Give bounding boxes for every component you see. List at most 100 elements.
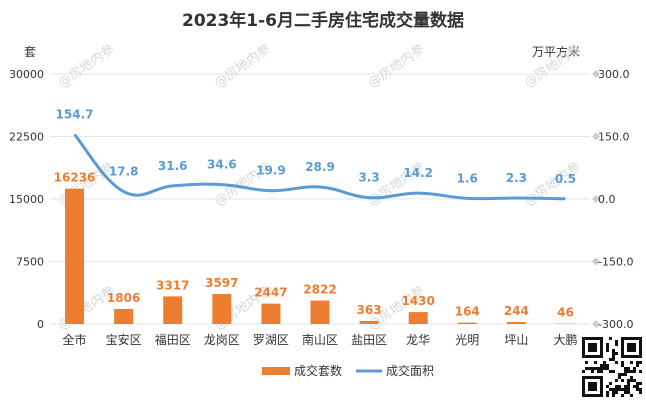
qr-module <box>624 385 627 388</box>
bar <box>261 303 281 324</box>
line-value-label: 17.8 <box>109 165 139 179</box>
left-axis: 0 7500 15000 22500 30000 <box>9 68 44 331</box>
qr-module <box>606 391 609 394</box>
qr-module <box>627 391 630 394</box>
qr-module <box>615 388 618 391</box>
line-value-label: 31.6 <box>158 159 188 173</box>
bar <box>163 296 183 324</box>
qr-finder-core <box>588 382 597 391</box>
qr-module <box>609 388 612 391</box>
bar-value-label: 3317 <box>156 278 189 292</box>
qr-module <box>639 382 642 385</box>
qr-module <box>612 349 615 352</box>
qr-module <box>627 385 630 388</box>
qr-module <box>606 364 609 367</box>
qr-module <box>606 394 609 397</box>
line-value-label: 34.6 <box>207 158 237 172</box>
qr-finder-core <box>627 343 636 352</box>
qr-module <box>618 376 621 379</box>
legend-line-label: 成交面积 <box>386 363 434 378</box>
right-tick-label: -300.0 <box>598 318 633 331</box>
qr-module <box>630 394 633 397</box>
qr-module <box>591 370 594 373</box>
qr-module <box>624 391 627 394</box>
line-value-label: 2.3 <box>506 171 527 185</box>
line-value-label: 28.9 <box>305 160 335 174</box>
line-value-label: 1.6 <box>457 171 478 185</box>
qr-module <box>600 364 603 367</box>
qr-module <box>606 367 609 370</box>
right-tick-marker <box>592 257 600 266</box>
qr-module <box>597 367 600 370</box>
qr-module <box>612 391 615 394</box>
qr-module <box>585 361 588 364</box>
right-tick-label: 300.0 <box>598 68 630 81</box>
line-path <box>73 133 566 201</box>
qr-module <box>627 388 630 391</box>
bar-value-label: 1430 <box>401 294 434 308</box>
category-axis: 全市 宝安区 福田区 龙岗区 罗湖区 南山区 盐田区 龙华 光明 坪山 大鹏 <box>63 332 578 347</box>
category-label: 宝安区 <box>106 332 142 347</box>
qr-module <box>630 370 633 373</box>
category-label: 龙华 <box>406 333 430 347</box>
qr-module <box>621 379 624 382</box>
qr-module <box>624 373 627 376</box>
watermark-text: @房地内参 <box>55 41 117 91</box>
category-label: 坪山 <box>504 333 528 347</box>
qr-module <box>600 367 603 370</box>
qr-module <box>612 358 615 361</box>
qr-module <box>585 367 588 370</box>
qr-module <box>612 388 615 391</box>
category-label: 龙岗区 <box>204 333 240 347</box>
right-axis-unit: 万平方米 <box>532 44 580 59</box>
qr-module <box>639 361 642 364</box>
left-tick-label: 7500 <box>16 256 44 269</box>
right-tick-marker <box>592 320 600 328</box>
qr-module <box>594 361 597 364</box>
bar-value-label: 2822 <box>303 282 336 296</box>
bar-value-label: 16236 <box>54 171 96 185</box>
left-tick-label: 0 <box>37 318 44 331</box>
qr-module <box>603 364 606 367</box>
qr-module <box>633 370 636 373</box>
qr-module <box>630 376 633 379</box>
bar-value-label: 46 <box>557 306 574 320</box>
qr-module <box>627 379 630 382</box>
bar-value-label: 3597 <box>205 276 238 290</box>
line-value-label: 154.7 <box>56 108 94 122</box>
line-series: 154.7 17.8 31.6 34.6 19.9 28.9 3.3 14.2 1.6 2.3 0.… <box>56 108 576 201</box>
qr-module <box>627 370 630 373</box>
qr-module <box>609 358 612 361</box>
line-value-label: 0.5 <box>555 172 576 186</box>
qr-module <box>606 385 609 388</box>
category-label: 光明 <box>455 333 479 347</box>
qr-module <box>636 361 639 364</box>
bar <box>506 321 526 324</box>
left-tick-label: 15000 <box>9 193 44 206</box>
bar-value-label: 2447 <box>254 286 287 300</box>
qr-module <box>615 361 618 364</box>
legend: 成交套数 成交面积 <box>262 363 434 378</box>
qr-module <box>627 382 630 385</box>
bar <box>310 300 330 324</box>
qr-module <box>588 367 591 370</box>
qr-module <box>612 355 615 358</box>
qr-module <box>636 385 639 388</box>
qr-module <box>636 388 639 391</box>
qr-code <box>581 336 643 398</box>
qr-module <box>609 370 612 373</box>
bar-value-label: 1806 <box>107 291 140 305</box>
category-label: 盐田区 <box>351 333 387 347</box>
bar <box>212 294 232 324</box>
qr-module <box>627 367 630 370</box>
legend-bar-swatch <box>262 367 290 375</box>
qr-module <box>639 391 642 394</box>
category-label: 罗湖区 <box>253 332 289 347</box>
qr-module <box>606 346 609 349</box>
qr-module <box>603 361 606 364</box>
qr-module <box>615 379 618 382</box>
line-value-label: 14.2 <box>403 166 433 180</box>
qr-module <box>624 367 627 370</box>
right-tick-label: -150.0 <box>598 256 633 269</box>
